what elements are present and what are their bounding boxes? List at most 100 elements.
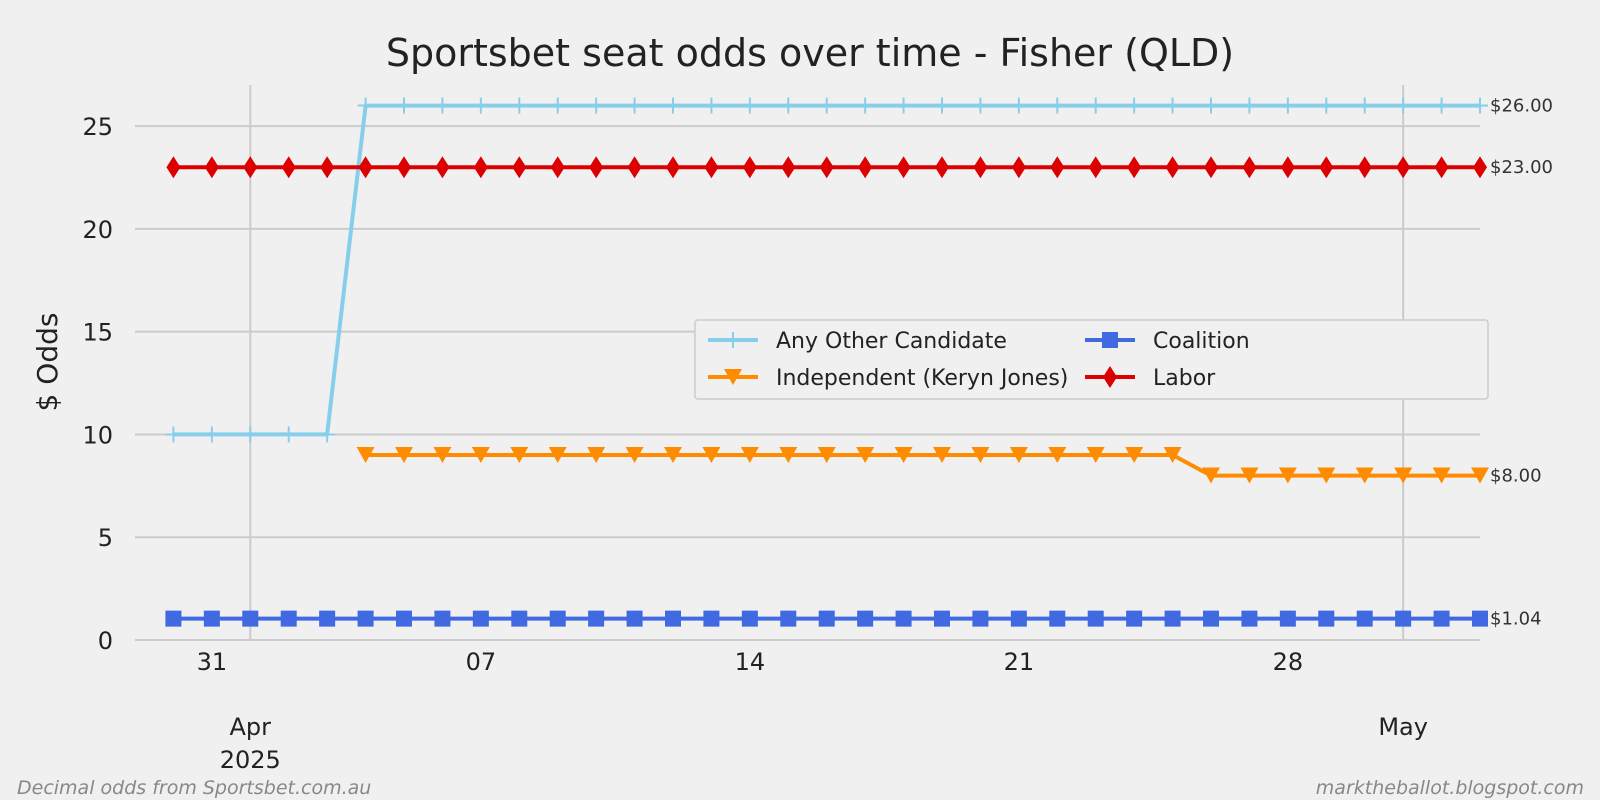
point-marker <box>1087 97 1104 114</box>
point-marker <box>1395 97 1412 114</box>
x-tick-label: 28 <box>1273 648 1304 676</box>
chart-title: Sportsbet seat odds over time - Fisher (… <box>386 31 1234 75</box>
footer-attribution: marktheballot.blogspot.com <box>1316 777 1584 799</box>
point-marker <box>894 447 913 463</box>
point-marker <box>472 97 489 114</box>
point-marker <box>895 97 912 114</box>
point-marker <box>319 426 336 443</box>
point-marker <box>702 447 721 463</box>
point-marker <box>395 447 413 463</box>
point-marker <box>1127 156 1142 179</box>
series-independent-keryn-jones <box>356 447 1489 484</box>
x-tick-label: 07 <box>466 648 497 676</box>
point-marker <box>549 97 566 114</box>
legend-label: Independent (Keryn Jones) <box>776 366 1068 391</box>
point-marker <box>1009 447 1028 463</box>
x-major-tick-sublabel: 2025 <box>220 746 281 774</box>
point-marker <box>857 97 874 114</box>
point-marker <box>1165 156 1180 179</box>
point-marker <box>1434 156 1449 179</box>
point-marker <box>703 610 720 627</box>
point-marker <box>780 97 797 114</box>
point-marker <box>396 97 412 114</box>
point-marker <box>510 447 529 463</box>
series <box>165 97 1489 627</box>
point-marker <box>320 156 335 179</box>
point-marker <box>1125 447 1144 463</box>
point-marker <box>203 426 220 443</box>
point-marker <box>626 610 643 627</box>
legend-item: Independent (Keryn Jones) <box>708 366 1068 391</box>
point-marker <box>550 156 565 179</box>
point-marker <box>1433 97 1450 114</box>
point-marker <box>742 156 757 179</box>
point-marker <box>1356 97 1373 114</box>
y-tick-label: 10 <box>82 421 113 449</box>
point-marker <box>1126 97 1143 114</box>
point-marker <box>857 610 874 627</box>
point-marker <box>741 97 758 114</box>
point-marker <box>549 610 566 627</box>
point-marker <box>589 156 604 179</box>
point-marker <box>1240 467 1259 484</box>
point-marker <box>1049 610 1066 627</box>
point-marker <box>664 447 682 463</box>
point-marker <box>972 610 989 627</box>
legend-label: Labor <box>1153 366 1216 391</box>
series-line <box>365 453 1480 478</box>
legend-box <box>694 319 1489 400</box>
point-marker <box>1102 332 1118 348</box>
point-marker <box>1472 610 1488 627</box>
point-marker <box>724 369 742 385</box>
point-marker <box>1011 156 1026 179</box>
point-marker <box>203 610 220 627</box>
point-marker <box>1395 610 1412 627</box>
y-tick-label: 0 <box>98 627 113 655</box>
point-marker <box>472 610 489 627</box>
point-marker <box>1126 610 1143 627</box>
point-marker <box>511 97 528 114</box>
point-marker <box>818 97 835 114</box>
point-marker <box>895 610 912 627</box>
point-marker <box>397 156 411 179</box>
series-end-label: $23.00 <box>1490 157 1553 178</box>
point-marker <box>780 610 797 627</box>
legend-item: Any Other Candidate <box>708 329 1007 354</box>
point-marker <box>588 97 605 114</box>
point-marker <box>357 97 374 114</box>
point-marker <box>471 447 490 463</box>
point-marker <box>1471 467 1489 484</box>
point-marker <box>741 610 758 627</box>
legend-item: Coalition <box>1085 329 1250 354</box>
point-marker <box>666 156 680 179</box>
point-marker <box>435 156 450 179</box>
point-marker <box>1086 447 1105 463</box>
point-marker <box>512 156 527 179</box>
x-tick-label: 21 <box>1004 648 1035 676</box>
point-marker <box>1242 156 1257 179</box>
point-marker <box>819 156 834 179</box>
point-marker <box>1279 97 1296 114</box>
point-marker <box>665 610 681 627</box>
point-marker <box>1280 156 1295 179</box>
y-tick-label: 25 <box>82 113 113 141</box>
point-marker <box>725 332 741 348</box>
x-tick-label: 31 <box>197 648 228 676</box>
point-marker <box>1103 366 1117 388</box>
point-marker <box>1241 610 1258 627</box>
point-marker <box>1164 610 1181 627</box>
series-coalition <box>165 610 1488 627</box>
point-marker <box>165 426 182 443</box>
point-marker <box>1010 97 1027 114</box>
point-marker <box>242 426 259 443</box>
point-marker <box>1357 156 1372 179</box>
point-marker <box>1396 156 1411 179</box>
point-marker <box>204 156 219 179</box>
point-marker <box>781 156 796 179</box>
point-marker <box>1164 97 1181 114</box>
point-marker <box>1278 467 1297 484</box>
point-marker <box>1241 97 1258 114</box>
point-marker <box>779 447 798 463</box>
point-marker <box>243 156 258 179</box>
